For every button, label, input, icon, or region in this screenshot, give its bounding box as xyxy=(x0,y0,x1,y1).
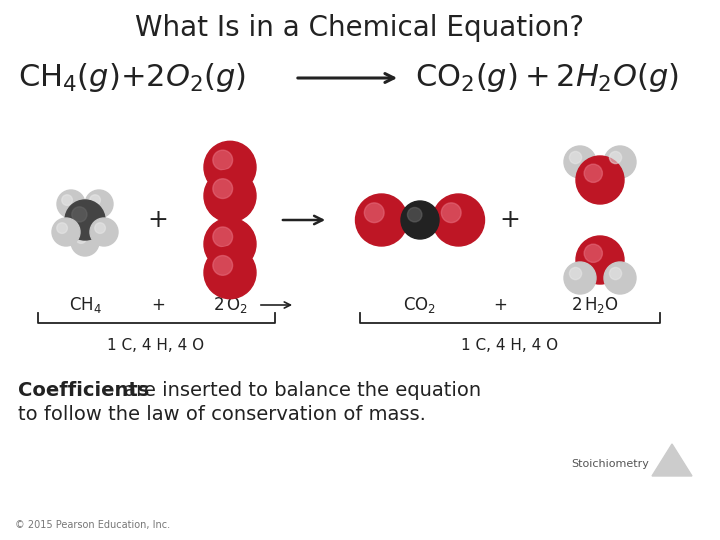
Text: Stoichiometry: Stoichiometry xyxy=(571,459,649,469)
Text: $2\,\mathrm{H_2O}$: $2\,\mathrm{H_2O}$ xyxy=(571,295,619,315)
Circle shape xyxy=(576,236,624,284)
Circle shape xyxy=(570,151,582,164)
Circle shape xyxy=(609,267,621,280)
Circle shape xyxy=(213,255,233,275)
Circle shape xyxy=(604,262,636,294)
Circle shape xyxy=(62,195,73,205)
Circle shape xyxy=(604,146,636,178)
Text: 1 C, 4 H, 4 O: 1 C, 4 H, 4 O xyxy=(107,338,204,353)
Circle shape xyxy=(95,223,105,233)
Circle shape xyxy=(213,179,233,199)
Text: +: + xyxy=(500,208,521,232)
Circle shape xyxy=(90,218,118,246)
Circle shape xyxy=(356,194,408,246)
Circle shape xyxy=(433,194,485,246)
Circle shape xyxy=(609,151,621,164)
Circle shape xyxy=(576,156,624,204)
Circle shape xyxy=(213,227,233,247)
Text: 1 C, 4 H, 4 O: 1 C, 4 H, 4 O xyxy=(462,338,559,353)
Circle shape xyxy=(71,228,99,256)
Circle shape xyxy=(213,150,233,170)
Text: $\mathrm{CO_2}$: $\mathrm{CO_2}$ xyxy=(403,295,436,315)
Text: Coefficients: Coefficients xyxy=(18,381,149,400)
Circle shape xyxy=(204,170,256,222)
Text: to follow the law of conservation of mass.: to follow the law of conservation of mas… xyxy=(18,406,426,424)
Text: $\mathrm{CH_4}$: $\mathrm{CH_4}$ xyxy=(68,295,102,315)
Circle shape xyxy=(72,207,87,222)
Circle shape xyxy=(57,223,68,233)
Circle shape xyxy=(570,267,582,280)
Circle shape xyxy=(584,164,603,183)
Text: $\mathsf{CO_2}$$(g) + 2H_2O(g)$: $\mathsf{CO_2}$$(g) + 2H_2O(g)$ xyxy=(415,62,679,94)
Circle shape xyxy=(204,141,256,193)
Circle shape xyxy=(57,190,85,218)
Text: are inserted to balance the equation: are inserted to balance the equation xyxy=(118,381,481,400)
Text: +: + xyxy=(493,296,507,314)
Polygon shape xyxy=(652,444,692,476)
Circle shape xyxy=(364,203,384,222)
Circle shape xyxy=(76,233,86,244)
Circle shape xyxy=(204,247,256,299)
Circle shape xyxy=(584,244,603,262)
Circle shape xyxy=(90,195,100,205)
Circle shape xyxy=(441,203,461,222)
Circle shape xyxy=(85,190,113,218)
Circle shape xyxy=(65,200,105,240)
Text: $\mathsf{CH_4}$$(g)$$ + 2O_2(g)$: $\mathsf{CH_4}$$(g)$$ + 2O_2(g)$ xyxy=(18,62,246,94)
Text: +: + xyxy=(151,296,165,314)
Circle shape xyxy=(401,201,439,239)
Text: What Is in a Chemical Equation?: What Is in a Chemical Equation? xyxy=(135,14,585,42)
Circle shape xyxy=(52,218,80,246)
Text: $2\,\mathrm{O_2}$: $2\,\mathrm{O_2}$ xyxy=(212,295,248,315)
Circle shape xyxy=(204,218,256,270)
Circle shape xyxy=(564,146,596,178)
Circle shape xyxy=(564,262,596,294)
Text: © 2015 Pearson Education, Inc.: © 2015 Pearson Education, Inc. xyxy=(15,520,170,530)
Text: +: + xyxy=(148,208,168,232)
Circle shape xyxy=(408,207,422,222)
